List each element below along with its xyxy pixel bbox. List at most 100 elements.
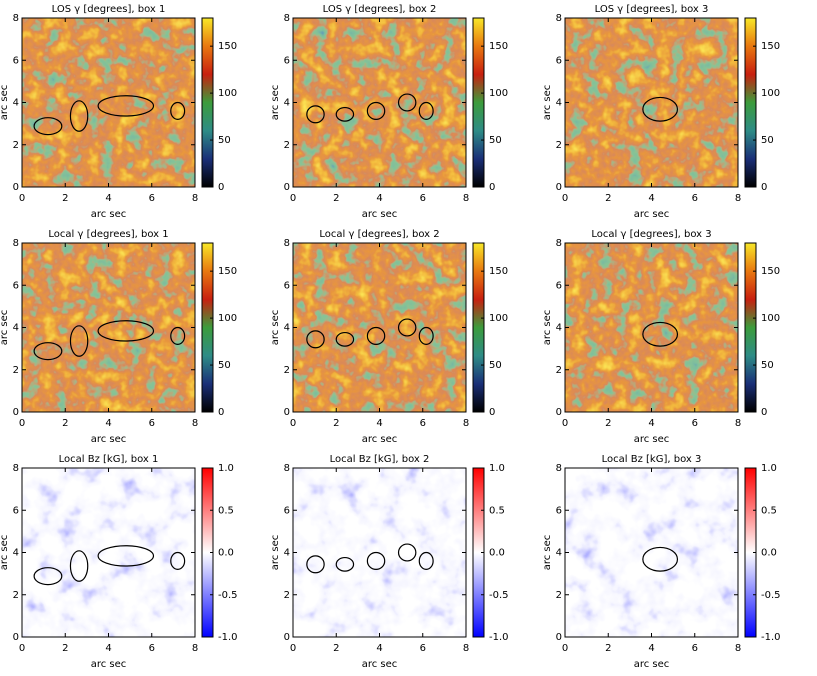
y-tick-label: 2 [284, 140, 290, 151]
x-tick-label: 4 [648, 643, 654, 654]
contour [97, 545, 155, 567]
x-tick-label: 8 [463, 643, 469, 654]
y-tick-label: 2 [13, 365, 19, 376]
x-tick-label: 0 [19, 193, 25, 204]
y-tick-label: 0 [284, 632, 290, 643]
contour [306, 330, 325, 349]
x-tick-label: 2 [605, 643, 611, 654]
heatmap-image [293, 18, 466, 187]
x-tick-label: 0 [290, 418, 296, 429]
contour [397, 93, 417, 112]
y-tick-label: 6 [284, 505, 290, 516]
colorbar-tick-label: 100 [761, 313, 780, 324]
colorbar-tick-label: -1.0 [761, 632, 781, 643]
y-tick-label: 4 [284, 323, 290, 334]
y-axis-label: arc sec [270, 85, 281, 121]
y-tick-label: 6 [284, 55, 290, 66]
colorbar [744, 17, 757, 188]
x-tick-label: 6 [149, 643, 155, 654]
colorbar-tick-label: 0.5 [218, 505, 234, 516]
x-tick-label: 6 [149, 418, 155, 429]
heatmap-image [565, 18, 738, 187]
colorbar-tick-label: 50 [489, 135, 502, 146]
x-tick-label: 0 [19, 643, 25, 654]
contour [418, 101, 434, 120]
colorbar-tick-label: 0.0 [218, 548, 234, 559]
colorbar-tick-label: 0.0 [489, 548, 505, 559]
colorbar-tick-label: -0.5 [761, 590, 781, 601]
contour [366, 101, 386, 120]
y-tick-label: 0 [556, 407, 562, 418]
contour [69, 325, 89, 357]
y-tick-label: 8 [556, 463, 562, 474]
colorbar [472, 242, 485, 413]
heatmap-image [565, 243, 738, 412]
y-tick-label: 6 [556, 280, 562, 291]
heatmap-image [565, 468, 738, 637]
colorbar-tick-label: 50 [761, 360, 774, 371]
y-axis-label: arc sec [270, 535, 281, 571]
panel-title: Local Bz [kG], box 3 [602, 454, 702, 465]
x-axis-label: arc sec [634, 434, 670, 445]
y-tick-label: 2 [284, 590, 290, 601]
panel: Local Bz [kG], box 3 0 2 4 6 8 0 2 4 6 8 arc sec arc… [542, 454, 781, 670]
y-tick-label: 4 [13, 323, 19, 334]
x-tick-label: 4 [105, 643, 111, 654]
y-tick-label: 0 [284, 407, 290, 418]
y-tick-label: 8 [13, 13, 19, 24]
contour [418, 551, 434, 570]
contour [69, 100, 89, 132]
panel: LOS γ [degrees], box 2 0 2 4 6 8 0 2 4 6 8 arc sec a… [270, 4, 508, 220]
contour [33, 567, 63, 586]
contour [642, 96, 679, 122]
x-tick-label: 8 [735, 643, 741, 654]
y-tick-label: 8 [284, 13, 290, 24]
contour [642, 321, 679, 347]
x-tick-label: 8 [463, 418, 469, 429]
colorbar-tick-label: 50 [218, 135, 231, 146]
y-tick-label: 4 [556, 98, 562, 109]
colorbar-tick-label: 0 [761, 407, 767, 418]
x-tick-label: 2 [605, 418, 611, 429]
contour [335, 331, 355, 347]
y-tick-label: 6 [556, 505, 562, 516]
contour [397, 543, 417, 562]
panel: Local Bz [kG], box 2 0 2 4 6 8 0 2 4 6 8 arc sec arc… [270, 454, 509, 670]
y-axis-label: arc sec [0, 310, 10, 346]
y-tick-label: 4 [284, 98, 290, 109]
x-tick-label: 8 [735, 193, 741, 204]
colorbar-tick-label: 100 [218, 313, 237, 324]
y-tick-label: 2 [556, 365, 562, 376]
x-tick-label: 4 [376, 418, 382, 429]
contour [97, 95, 155, 117]
heatmap-image [22, 468, 195, 637]
x-tick-label: 6 [692, 643, 698, 654]
y-tick-label: 2 [556, 590, 562, 601]
contour [306, 555, 325, 574]
y-tick-label: 0 [556, 632, 562, 643]
contour [335, 106, 355, 122]
colorbar-tick-label: 1.0 [489, 463, 505, 474]
x-tick-label: 6 [692, 193, 698, 204]
x-axis-label: arc sec [91, 209, 127, 220]
colorbar-tick-label: 0 [218, 407, 224, 418]
heatmap-image [293, 468, 466, 637]
y-tick-label: 8 [284, 238, 290, 249]
colorbar-tick-label: 150 [489, 41, 508, 52]
heatmap-image [22, 18, 195, 187]
x-tick-label: 4 [648, 193, 654, 204]
contour [366, 326, 386, 345]
contour [170, 101, 186, 120]
y-tick-label: 4 [13, 98, 19, 109]
contour [335, 556, 355, 572]
colorbar-tick-label: -1.0 [218, 632, 238, 643]
x-tick-label: 8 [735, 418, 741, 429]
heatmap-image [293, 243, 466, 412]
colorbar-tick-label: 0 [761, 182, 767, 193]
y-tick-label: 0 [13, 182, 19, 193]
colorbar-tick-label: 150 [218, 41, 237, 52]
contour [418, 326, 434, 345]
panel: Local γ [degrees], box 1 0 2 4 6 8 0 2 4 6 8 arc se… [0, 229, 237, 445]
x-tick-label: 8 [192, 418, 198, 429]
colorbar-tick-label: 50 [218, 360, 231, 371]
